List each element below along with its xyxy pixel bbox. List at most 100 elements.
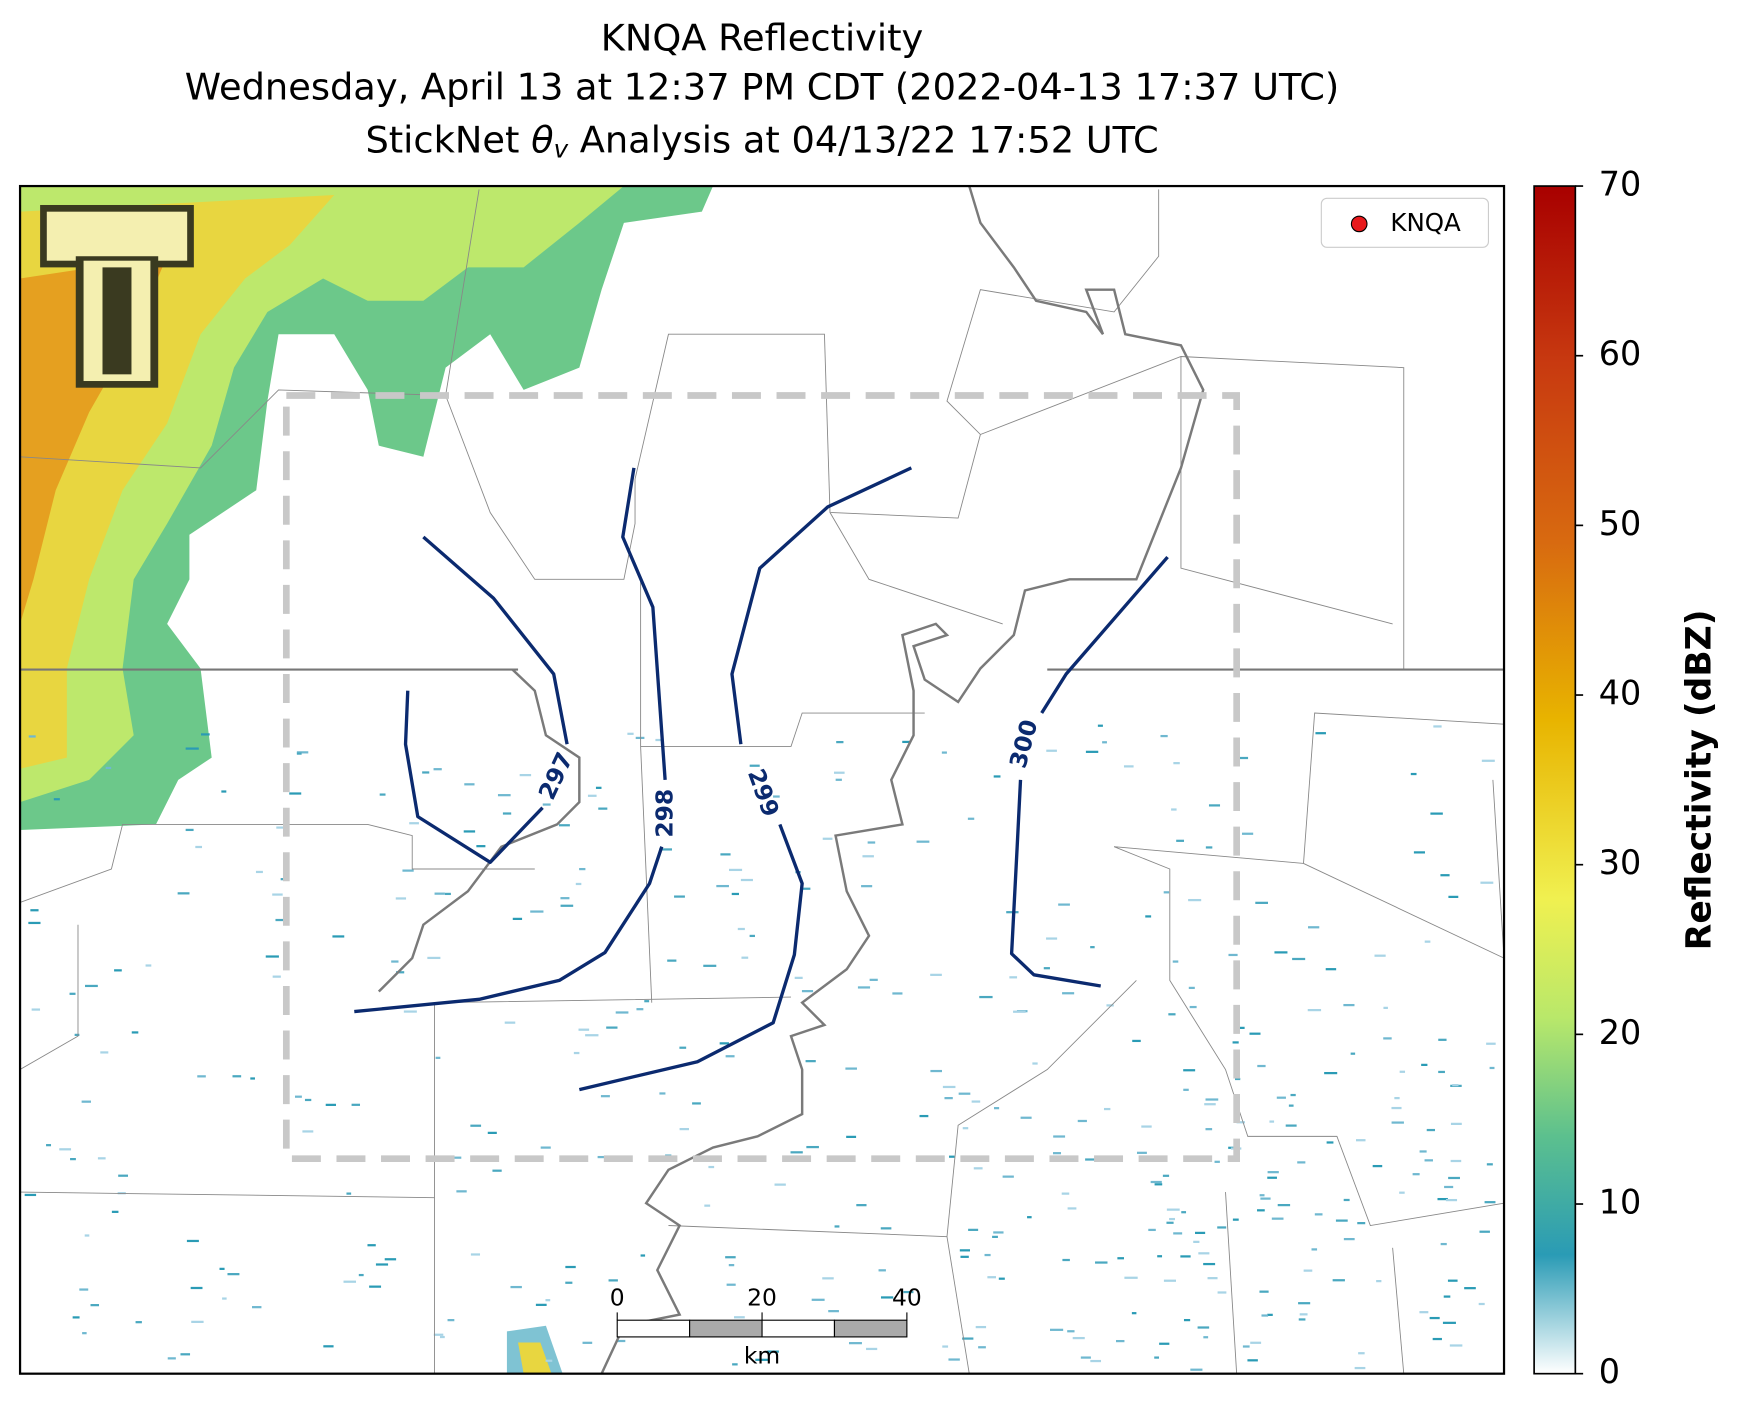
echo-speckle	[822, 1277, 834, 1280]
echo-speckle	[1438, 1070, 1445, 1074]
echo-speckle	[1261, 1314, 1269, 1317]
echo-speckle	[835, 778, 842, 781]
echo-speckle	[1478, 1302, 1485, 1306]
echo-speckle	[1383, 1006, 1388, 1009]
echo-speckle	[1267, 1171, 1279, 1174]
scale-segment	[761, 1319, 836, 1338]
echo-speckle	[1257, 1209, 1265, 1212]
echo-speckle	[998, 1277, 1005, 1280]
echo-speckle	[1413, 851, 1425, 854]
echo-speckle	[1163, 1279, 1177, 1282]
echo-speckle	[512, 917, 523, 921]
echo-speckle	[979, 995, 993, 999]
echo-speckle	[1314, 1213, 1323, 1216]
echo-speckle	[919, 1114, 929, 1118]
echo-speckle	[1183, 1318, 1191, 1322]
echo-speckle	[959, 1249, 970, 1252]
echo-speckle	[1448, 895, 1459, 899]
echo-speckle	[100, 1051, 109, 1054]
echo-speckle	[1046, 749, 1057, 752]
echo-speckle	[1032, 1062, 1038, 1065]
echo-speckle	[302, 1130, 314, 1133]
echo-speckle	[456, 1190, 467, 1193]
echo-speckle	[806, 1145, 819, 1149]
echo-speckle	[1429, 1316, 1440, 1320]
echo-speckle	[1020, 1116, 1032, 1119]
title-line: Wednesday, April 13 at 12:37 PM CDT (202…	[185, 66, 1339, 109]
echo-speckle	[1267, 1313, 1273, 1316]
echo-speckle	[773, 795, 780, 798]
echo-speckle	[1173, 762, 1180, 765]
logo-stem	[102, 267, 132, 375]
echo-speckle	[1443, 1295, 1451, 1298]
echo-speckle	[1255, 901, 1268, 904]
echo-region	[20, 256, 168, 624]
echo-speckle	[968, 1228, 979, 1231]
echo-speckle	[227, 1273, 240, 1276]
river	[377, 186, 1205, 1374]
echo-region	[518, 1342, 552, 1374]
echo-speckle	[1292, 957, 1306, 961]
echo-speckle	[530, 910, 544, 913]
echo-speckle	[1013, 1010, 1026, 1013]
scale-tick-label: 40	[892, 1284, 922, 1312]
echo-speckle	[1236, 756, 1249, 760]
scale-unit: km	[744, 1341, 780, 1369]
echo-speckle	[828, 1310, 839, 1313]
echo-speckle	[265, 955, 279, 958]
echo-speckle	[1205, 846, 1213, 849]
echo-speckle	[1438, 1038, 1447, 1041]
echo-speckle	[902, 740, 910, 744]
echo-speckle	[1205, 1098, 1219, 1101]
echo-speckle	[1424, 1159, 1433, 1162]
echo-speckle	[1290, 1093, 1296, 1097]
echo-speckle	[1260, 1197, 1271, 1200]
echo-speckle	[560, 897, 570, 900]
echo-speckle	[1447, 1279, 1458, 1282]
echo-speckle	[1271, 1217, 1284, 1220]
echo-speckle	[1141, 1125, 1152, 1128]
echo-speckle	[960, 1255, 969, 1258]
echo-speckle	[1062, 992, 1075, 995]
echo-speckle	[504, 1021, 516, 1024]
echo-speckle	[704, 1204, 711, 1207]
echo-speckle	[1168, 1013, 1176, 1016]
echo-speckle	[720, 853, 731, 856]
echo-speckle	[1085, 750, 1099, 753]
colorbar-tick-label: 70	[1599, 165, 1642, 204]
echo-speckle	[30, 909, 39, 912]
echo-speckle	[615, 1339, 626, 1343]
echo-speckle	[740, 878, 753, 882]
echo-speckle	[1450, 1159, 1462, 1163]
echo-speckle	[992, 1235, 998, 1238]
echo-speckle	[1442, 1321, 1456, 1324]
echo-speckle	[289, 792, 302, 795]
echo-speckle	[984, 1253, 991, 1257]
echo-speckle	[439, 1335, 445, 1339]
echo-speckle	[1259, 1290, 1269, 1293]
echo-speckle	[749, 934, 755, 938]
echo-speckle	[627, 732, 634, 735]
scale-tick-label: 20	[747, 1284, 777, 1312]
echo-speckle	[644, 1000, 650, 1003]
echo-speckle	[1124, 1276, 1138, 1279]
echo-speckle	[1299, 1313, 1308, 1316]
echo-speckle	[573, 1051, 580, 1055]
echo-speckle	[1343, 1003, 1355, 1007]
echo-speckle	[655, 738, 662, 742]
echo-speckle	[608, 1279, 618, 1282]
echo-speckle	[597, 1155, 610, 1159]
echo-speckle	[1205, 1128, 1213, 1131]
echo-speckle	[1450, 1122, 1462, 1125]
echo-speckle	[90, 1304, 100, 1307]
colorbar-tick-label: 30	[1599, 843, 1642, 882]
echo-speckle	[1399, 1070, 1406, 1073]
echo-speckle	[560, 904, 574, 907]
echo-speckle	[1440, 874, 1450, 877]
echo-speckle	[1236, 1121, 1245, 1124]
echo-speckle	[595, 786, 602, 789]
echo-speckle	[391, 960, 399, 963]
echo-speckle	[1166, 1208, 1180, 1211]
echo-speckle	[1257, 1064, 1266, 1068]
echo-speckle	[1326, 1141, 1334, 1144]
